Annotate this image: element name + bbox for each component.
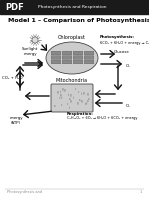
Text: t: t [68,92,69,96]
FancyBboxPatch shape [51,56,61,59]
Text: t: t [69,106,70,110]
FancyBboxPatch shape [51,84,93,112]
Text: Photosynthesis:: Photosynthesis: [100,35,135,39]
FancyBboxPatch shape [73,51,83,55]
Text: PDF: PDF [5,3,24,11]
Text: a: a [54,104,56,108]
Text: Mitochondria: Mitochondria [56,78,88,84]
FancyBboxPatch shape [73,60,83,64]
Text: a: a [69,97,70,101]
Text: a: a [87,99,88,103]
FancyBboxPatch shape [84,56,94,59]
Text: g: g [57,90,58,94]
Text: a: a [85,102,87,106]
Text: g: g [81,99,83,103]
Text: c: c [66,102,68,106]
FancyBboxPatch shape [84,51,94,55]
Circle shape [32,37,38,43]
Text: g: g [77,101,78,105]
Text: c: c [75,87,76,91]
Text: a: a [87,97,89,101]
Text: O₂: O₂ [126,64,130,68]
Text: g: g [87,92,88,96]
Text: g: g [69,93,71,97]
Text: a: a [79,98,80,102]
Text: CO₂ + H₂O: CO₂ + H₂O [2,76,22,80]
Text: g: g [64,88,65,92]
FancyBboxPatch shape [62,56,72,59]
Text: g: g [70,99,71,103]
Text: t: t [73,96,74,100]
Ellipse shape [46,42,98,74]
Text: O₂: O₂ [126,104,130,108]
FancyBboxPatch shape [84,60,94,64]
Text: 1: 1 [140,190,142,194]
FancyBboxPatch shape [62,60,72,64]
Text: Photosynthesis and: Photosynthesis and [7,190,42,194]
Text: t: t [60,90,61,94]
Text: Photosynthesis and Respiration: Photosynthesis and Respiration [38,5,107,9]
FancyBboxPatch shape [51,51,61,55]
Text: c: c [59,95,60,100]
FancyBboxPatch shape [51,60,61,64]
Text: c: c [60,103,62,107]
Text: Glucose: Glucose [114,50,130,54]
Text: C₆H₁₂O₆ + 6O₂ → 6H₂O + 6CO₂ + energy: C₆H₁₂O₆ + 6O₂ → 6H₂O + 6CO₂ + energy [67,115,138,120]
FancyBboxPatch shape [62,51,72,55]
FancyBboxPatch shape [73,56,83,59]
Text: 6CO₂ + 6H₂O + energy → C₆H₁₂O₆ + 6O₂: 6CO₂ + 6H₂O + energy → C₆H₁₂O₆ + 6O₂ [100,41,149,45]
Text: Respiration:: Respiration: [67,112,94,116]
Text: g: g [83,91,84,95]
Bar [0,0,149,14]
Text: g: g [59,93,61,97]
Text: g: g [62,87,64,91]
Text: Chloroplast: Chloroplast [58,35,86,41]
Text: c: c [77,90,79,94]
Text: energy
(ATP): energy (ATP) [9,116,23,125]
Text: Sunlight
energy: Sunlight energy [22,47,38,56]
Text: c: c [61,96,63,100]
Text: Model 1 – Comparison of Photosynthesis and Respiration: Model 1 – Comparison of Photosynthesis a… [8,18,149,23]
Text: t: t [81,92,82,96]
Text: c: c [86,101,87,105]
